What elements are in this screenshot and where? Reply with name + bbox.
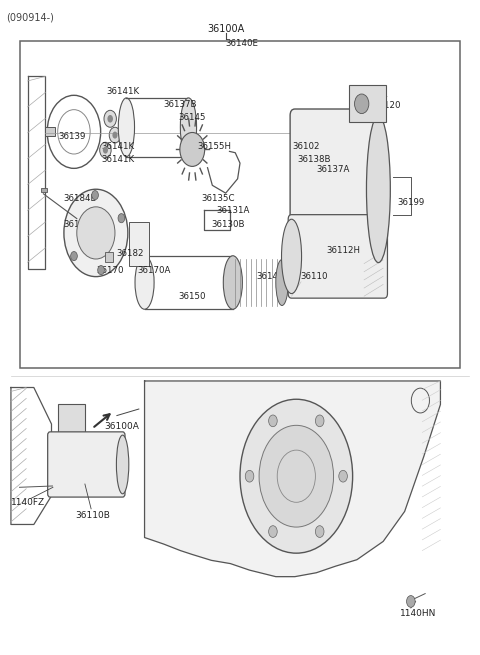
Text: 1140FZ: 1140FZ	[11, 498, 45, 507]
Bar	[349, 85, 386, 122]
Ellipse shape	[135, 255, 154, 309]
Ellipse shape	[180, 98, 197, 157]
Circle shape	[355, 94, 369, 113]
Circle shape	[259, 425, 334, 527]
Circle shape	[108, 115, 113, 122]
Circle shape	[109, 127, 120, 143]
Circle shape	[104, 110, 116, 127]
Bar	[21, 41, 459, 368]
Text: 36183: 36183	[63, 220, 91, 229]
Circle shape	[339, 470, 348, 482]
Circle shape	[315, 415, 324, 426]
Circle shape	[71, 252, 77, 261]
Text: 36141K: 36141K	[102, 141, 135, 151]
Text: 36110: 36110	[300, 272, 328, 281]
Text: 36140E: 36140E	[226, 39, 259, 48]
Bar	[129, 222, 149, 265]
Circle shape	[240, 400, 353, 553]
Circle shape	[407, 595, 415, 607]
Text: 36120: 36120	[373, 102, 401, 110]
FancyBboxPatch shape	[290, 109, 383, 269]
Ellipse shape	[276, 259, 288, 305]
Ellipse shape	[366, 116, 390, 263]
Text: 36141K: 36141K	[107, 87, 140, 96]
Ellipse shape	[116, 435, 129, 494]
Bar	[106, 252, 113, 262]
Bar	[45, 126, 55, 136]
Text: 36199: 36199	[397, 198, 425, 207]
Text: 36155H: 36155H	[197, 141, 231, 151]
Circle shape	[269, 415, 277, 426]
Circle shape	[269, 526, 277, 538]
Text: 36112H: 36112H	[326, 246, 360, 255]
Circle shape	[315, 526, 324, 538]
Text: 36137B: 36137B	[164, 100, 197, 109]
FancyBboxPatch shape	[48, 432, 125, 497]
Circle shape	[112, 132, 118, 139]
Circle shape	[98, 265, 104, 274]
Text: 1140HN: 1140HN	[400, 608, 436, 618]
Text: 36141K: 36141K	[102, 155, 135, 164]
Text: 36135C: 36135C	[202, 194, 235, 203]
FancyBboxPatch shape	[288, 215, 387, 298]
Bar	[40, 188, 47, 193]
Circle shape	[92, 191, 98, 200]
Ellipse shape	[223, 255, 242, 309]
Text: 36139: 36139	[59, 132, 86, 141]
Text: 36127A: 36127A	[355, 90, 388, 98]
Text: 36110B: 36110B	[75, 511, 110, 520]
Text: 36145: 36145	[178, 113, 205, 122]
Circle shape	[77, 207, 115, 259]
Text: 36130B: 36130B	[211, 220, 245, 229]
Circle shape	[245, 470, 254, 482]
Circle shape	[100, 142, 111, 158]
Circle shape	[180, 132, 204, 166]
Text: 36150: 36150	[178, 291, 205, 301]
Bar	[58, 404, 85, 433]
Text: 36100A: 36100A	[104, 422, 139, 431]
Circle shape	[118, 214, 125, 223]
Text: 36184E: 36184E	[63, 194, 96, 203]
Text: 36102: 36102	[292, 141, 320, 151]
Text: 36146A: 36146A	[257, 272, 290, 281]
Text: 36138B: 36138B	[297, 155, 331, 164]
Circle shape	[64, 189, 128, 276]
Polygon shape	[144, 381, 441, 576]
Text: 36182: 36182	[116, 250, 144, 258]
Text: 36170: 36170	[97, 266, 124, 274]
Text: 36100A: 36100A	[207, 24, 244, 34]
Circle shape	[103, 147, 108, 154]
Ellipse shape	[281, 219, 301, 293]
Text: 36170A: 36170A	[137, 266, 171, 274]
Text: 36137A: 36137A	[316, 165, 350, 174]
Text: 36131A: 36131A	[216, 206, 250, 215]
Text: (090914-): (090914-)	[6, 12, 54, 23]
Ellipse shape	[118, 98, 134, 157]
